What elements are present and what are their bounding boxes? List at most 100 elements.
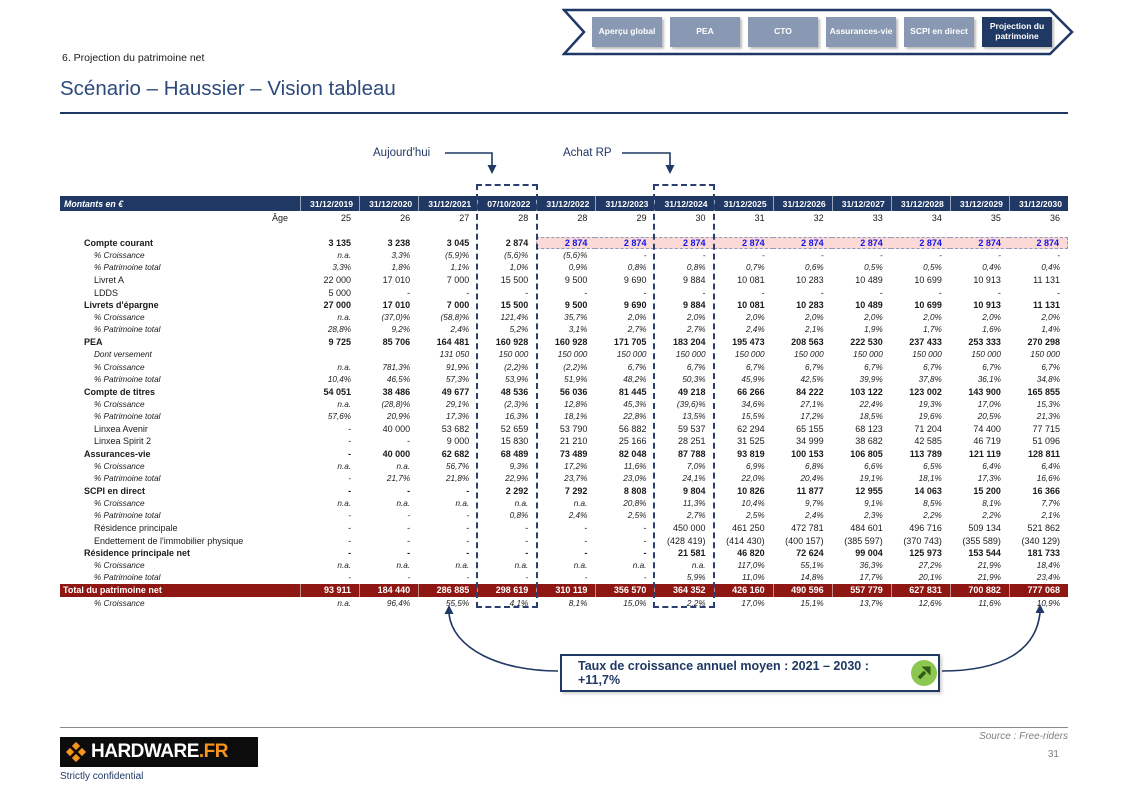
column-header: 31/12/2027 <box>831 196 891 211</box>
table-cell: 15,0% <box>623 598 647 608</box>
table-cell: - <box>407 523 411 534</box>
source-label: Source : Free-riders <box>979 731 1068 742</box>
table-cell: - <box>466 486 470 496</box>
table-cell: 17,2% <box>564 461 588 471</box>
tab-pea[interactable]: PEA <box>670 17 740 47</box>
table-cell: 2,4% <box>450 325 470 335</box>
table-cell: 73 489 <box>559 448 588 459</box>
table-cell: 2 874 <box>654 237 714 250</box>
table-cell: 23,0% <box>623 474 647 484</box>
table-cell: 45,3% <box>623 399 647 409</box>
table-cell: 125 973 <box>909 547 942 558</box>
tab-apercu-global[interactable]: Aperçu global <box>592 17 662 47</box>
annotation-aujourdhui: Aujourd'hui <box>373 147 431 159</box>
table-row: Livret A 22 000 17 010 7 000 15 500 9 500 9 69… <box>60 274 1068 286</box>
row-label: Livret A <box>94 275 125 286</box>
table-cell: 150 000 <box>557 350 588 360</box>
table-cell: 627 831 <box>890 583 950 597</box>
table-cell: 42,5% <box>800 374 824 384</box>
table-cell: 10 283 <box>796 300 824 311</box>
table-cell: n.a. <box>337 498 352 508</box>
table-cell: n.a. <box>573 560 588 570</box>
column-header: 31/12/2023 <box>595 196 654 211</box>
table-cell: 48 536 <box>500 386 529 397</box>
table-cell: 6,8% <box>805 461 824 471</box>
table-title: Montants en € <box>64 198 124 209</box>
table-cell: 21 210 <box>559 436 588 447</box>
table-cell: 6,4% <box>1041 461 1060 471</box>
table-cell: 66 266 <box>737 386 765 397</box>
table-cell: n.a. <box>514 498 529 508</box>
row-label: % Patrimoine total <box>94 374 161 384</box>
tab-projection-du-patrimoine[interactable]: Projection du patrimoine <box>982 17 1052 47</box>
table-cell: 56 882 <box>618 424 647 435</box>
table-cell: 15 830 <box>500 436 529 447</box>
table-cell: - <box>702 251 706 261</box>
table-cell: 11,3% <box>682 498 706 508</box>
table-cell: 2,0% <box>923 313 942 323</box>
table-cell: 484 601 <box>850 523 883 534</box>
tab-cto[interactable]: CTO <box>748 17 818 47</box>
table-cell: 14 063 <box>914 486 942 496</box>
table-cell: 171 705 <box>613 337 647 348</box>
table-cell: (37,0)% <box>381 313 411 323</box>
table-cell: (5,6)% <box>563 251 588 261</box>
table-cell: 18,5% <box>859 412 883 422</box>
table-cell: 11 877 <box>796 486 824 496</box>
confidential-label: Strictly confidential <box>60 771 144 782</box>
table-cell: 6,7% <box>745 362 765 372</box>
table-cell: - <box>348 486 352 496</box>
logo-diamond-icon <box>65 741 87 763</box>
table-cell: 21,7% <box>386 474 411 484</box>
row-label: % Croissance <box>94 461 145 471</box>
table-cell: 10,4% <box>741 498 765 508</box>
table-cell: 496 716 <box>909 523 942 534</box>
table-cell: 2,2% <box>923 511 942 521</box>
table-cell: 160 928 <box>495 337 529 348</box>
table-cell: 121 119 <box>968 448 1001 459</box>
row-label: % Croissance <box>94 313 145 323</box>
table-cell: 2,2% <box>686 598 706 608</box>
table-cell: 2 874 <box>713 237 773 250</box>
tab-assurances-vie[interactable]: Assurances-vie <box>826 17 896 47</box>
table-cell: 6,7% <box>686 362 706 372</box>
table-cell: (370 743) <box>903 535 942 546</box>
age-value: 34 <box>931 213 942 223</box>
table-cell: 91,9% <box>446 362 470 372</box>
footer-rule <box>60 727 1068 728</box>
table-row: % Patrimoine total 10,4% 46,5% 57,3% 53,9% 51… <box>60 373 1068 385</box>
table-cell: 11 131 <box>1032 300 1060 311</box>
table-cell: 1,8% <box>391 263 411 273</box>
table-cell: 10 699 <box>914 275 942 286</box>
table-cell: 15 500 <box>500 275 529 286</box>
table-cell: 53,9% <box>505 374 529 384</box>
table-row: Endettement de l'immobilier physique - - - -… <box>60 534 1068 546</box>
table-cell: 10 489 <box>855 300 883 311</box>
table-cell: 2 292 <box>505 486 529 496</box>
table-cell: 34,6% <box>741 399 765 409</box>
table-cell: 364 352 <box>654 583 713 597</box>
table-cell: 6,5% <box>923 461 942 471</box>
table-cell: - <box>348 511 352 521</box>
table-row: Linxea Spirit 2 - - 9 000 15 830 21 210 25 166… <box>60 435 1068 447</box>
table-cell: 6,9% <box>745 461 765 471</box>
table-cell: - <box>525 523 529 534</box>
row-label: % Patrimoine total <box>94 573 161 583</box>
table-cell: 81 445 <box>618 386 647 397</box>
table-cell: - <box>880 251 883 261</box>
table-cell: 11,6% <box>623 461 647 471</box>
table-cell: n.a. <box>396 498 411 508</box>
table-cell: 39,9% <box>859 374 883 384</box>
table-row: PEA 9 725 85 706 164 481 160 928 160 928 171 7… <box>60 336 1068 348</box>
table-cell: - <box>407 573 411 583</box>
table-cell: 8,5% <box>923 498 942 508</box>
table-cell: 2 874 <box>536 237 596 250</box>
table-cell: 46 820 <box>737 547 765 558</box>
table-cell: - <box>407 535 411 546</box>
table-cell: - <box>1057 251 1060 261</box>
tab-scpi-en-direct[interactable]: SCPI en direct <box>904 17 974 47</box>
table-cell: 49 677 <box>441 386 470 397</box>
row-label: Linxea Avenir <box>94 424 148 435</box>
section-label: 6. Projection du patrimoine net <box>62 52 205 64</box>
